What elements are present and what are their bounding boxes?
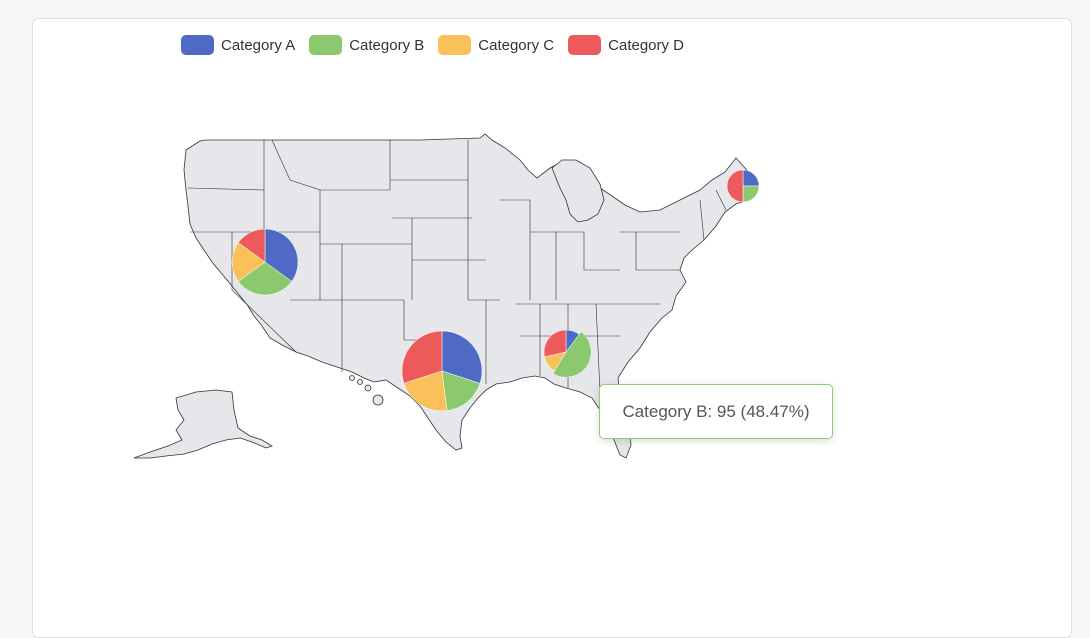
- hawaii-island[interactable]: [349, 375, 355, 381]
- state-border: [320, 140, 391, 191]
- legend: Category A Category B Category C Categor…: [181, 35, 698, 55]
- pie-slice-category-c[interactable]: [403, 370, 448, 412]
- state-border: [715, 189, 727, 211]
- legend-swatch-category-c: [438, 35, 472, 55]
- tooltip: Category B: 95 (48.47%): [599, 384, 833, 439]
- hawaii-island[interactable]: [357, 379, 363, 385]
- pie-nevada[interactable]: [231, 228, 299, 296]
- legend-swatch-category-d: [568, 35, 602, 55]
- pie-slice-category-d[interactable]: [401, 330, 443, 384]
- legend-swatch-category-b: [309, 35, 343, 55]
- state-border: [231, 232, 297, 353]
- state-border: [467, 140, 500, 301]
- us-mainland-shape[interactable]: [183, 133, 759, 459]
- legend-label-category-a: Category A: [221, 36, 296, 54]
- pie-slice-category-c[interactable]: [231, 242, 266, 282]
- pie-slice-category-d[interactable]: [726, 169, 744, 203]
- state-border: [500, 199, 531, 300]
- pie-slice-category-d[interactable]: [237, 228, 266, 263]
- legend-label-category-b: Category B: [349, 36, 425, 54]
- state-border: [595, 303, 601, 393]
- state-border: [699, 199, 705, 241]
- legend-item-category-b[interactable]: Category B: [309, 35, 424, 55]
- michigan-shape[interactable]: [551, 159, 605, 223]
- legend-item-category-c[interactable]: Category C: [438, 35, 554, 55]
- legend-swatch-category-a: [181, 35, 214, 55]
- pie-maine[interactable]: [726, 169, 760, 203]
- alaska-shape[interactable]: [133, 389, 273, 459]
- pie-slice-category-b[interactable]: [742, 185, 760, 203]
- pie-slice-category-a[interactable]: [441, 330, 483, 384]
- legend-item-category-d[interactable]: Category D: [568, 35, 684, 55]
- us-map-shapes: [133, 133, 759, 459]
- state-border: [271, 139, 321, 300]
- us-map: [133, 133, 760, 459]
- pie-slice-category-d[interactable]: [543, 329, 567, 358]
- legend-item-category-a[interactable]: Category A: [181, 35, 295, 55]
- pie-markers: [231, 169, 760, 412]
- state-border: [556, 231, 620, 271]
- pie-slice-category-b[interactable]: [441, 370, 481, 411]
- pie-slice-category-b[interactable]: [237, 261, 293, 296]
- state-borders: [187, 139, 727, 393]
- legend-label-category-c: Category C: [478, 36, 555, 54]
- pie-slice-category-a[interactable]: [264, 228, 299, 282]
- hawaii-island[interactable]: [372, 394, 384, 406]
- pie-georgia[interactable]: [543, 329, 592, 378]
- state-border: [635, 232, 680, 271]
- state-border: [187, 187, 265, 191]
- legend-label-category-d: Category D: [608, 36, 685, 54]
- pie-slice-category-b[interactable]: [552, 331, 592, 378]
- tooltip-text: Category B: 95 (48.47%): [622, 401, 810, 421]
- pie-slice-category-a[interactable]: [742, 169, 760, 187]
- pie-texas[interactable]: [401, 330, 483, 412]
- hawaii-island[interactable]: [364, 384, 372, 392]
